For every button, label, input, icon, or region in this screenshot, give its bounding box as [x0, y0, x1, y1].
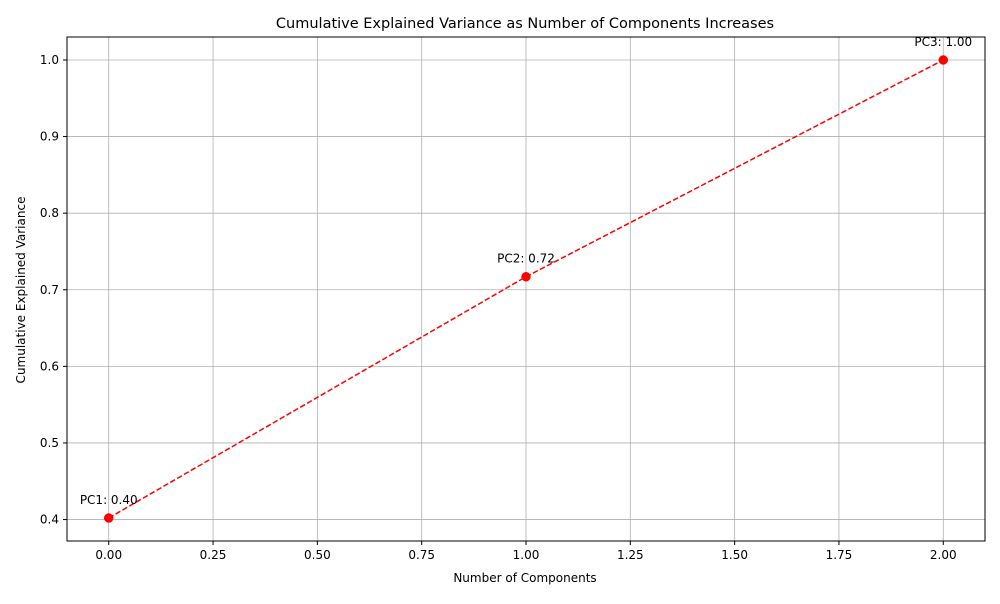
- x-tick-label: 0.50: [304, 548, 331, 562]
- series-layer: [103, 55, 949, 523]
- y-axis-label: Cumulative Explained Variance: [14, 197, 28, 384]
- x-tick-label: 1.00: [513, 548, 540, 562]
- axes: 0.00 0.25 0.50 0.75 1.00 1.25 1.50 1.75 2.00 0.4 0…: [40, 36, 986, 562]
- y-tick-label: 0.5: [40, 436, 59, 450]
- data-label: PC3: 1.00: [914, 35, 972, 49]
- data-point: [521, 271, 531, 282]
- x-tick-label: 0.75: [408, 548, 435, 562]
- y-tick-label: 0.6: [40, 359, 59, 373]
- chart-title: Cumulative Explained Variance as Number …: [276, 16, 774, 32]
- y-tick-label: 0.9: [40, 130, 59, 144]
- y-tick-label: 0.7: [40, 283, 59, 297]
- x-tick-label: 0.25: [200, 548, 227, 562]
- y-tick-label: 1.0: [40, 53, 59, 67]
- x-axis-label: Number of Components: [453, 571, 596, 585]
- annotations: PC1: 0.40 PC2: 0.72 PC3: 1.00: [80, 35, 972, 507]
- x-tick-label: 1.25: [617, 548, 644, 562]
- x-tick-label: 2.00: [930, 548, 957, 562]
- x-tick-label: 0.00: [95, 548, 122, 562]
- x-tick-label: 1.50: [721, 548, 748, 562]
- y-tick-label: 0.4: [40, 513, 59, 527]
- data-label: PC2: 0.72: [497, 252, 555, 266]
- data-point: [103, 513, 114, 523]
- x-tick-label: 1.75: [826, 548, 853, 562]
- data-label: PC1: 0.40: [80, 493, 138, 507]
- data-point: [938, 55, 949, 65]
- y-tick-label: 0.8: [40, 206, 59, 220]
- grid: [67, 37, 985, 541]
